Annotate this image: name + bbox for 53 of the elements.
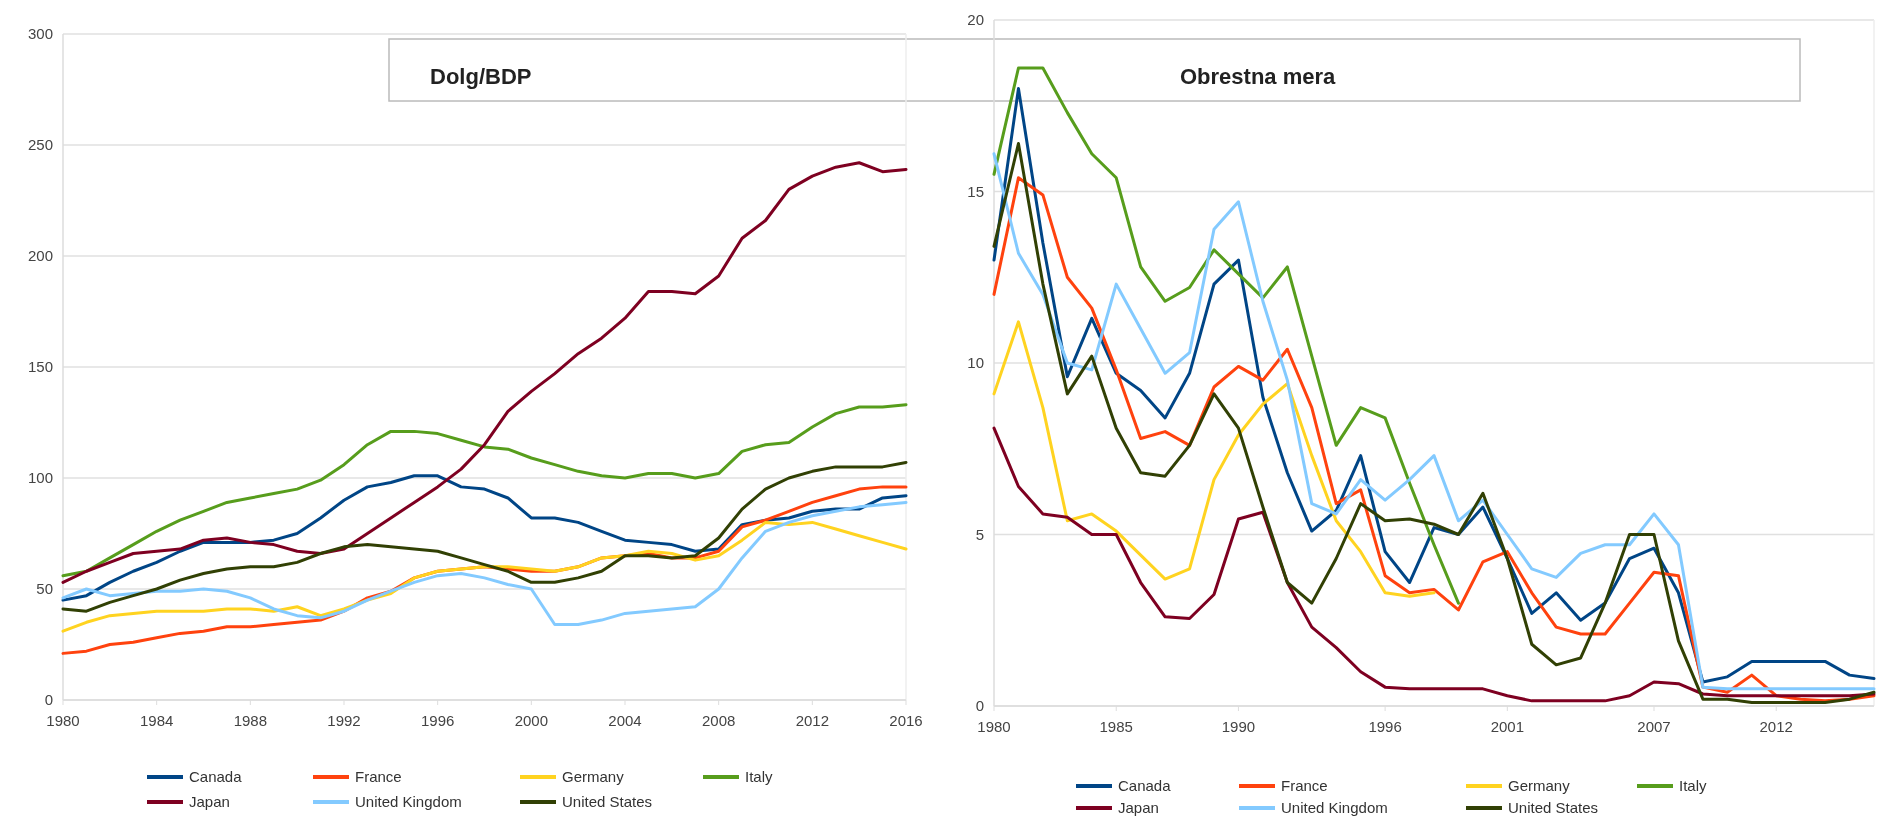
legend-label: Canada	[189, 768, 243, 786]
y-tick-label: 250	[27, 136, 53, 154]
line-series	[992, 426, 1876, 703]
y-tick-label: 20	[967, 11, 984, 29]
x-tick-label: 2012	[1759, 718, 1793, 735]
legend-label: Japan	[1118, 799, 1159, 817]
x-tick-label: 1980	[46, 712, 80, 729]
x-tick-label: 1990	[1221, 718, 1256, 735]
y-tick-label: 300	[27, 25, 53, 43]
y-tick-label: 10	[967, 354, 984, 372]
x-tick-label: 2007	[1637, 718, 1671, 735]
x-tick-label: 2004	[608, 712, 642, 729]
line-series	[61, 403, 908, 578]
x-tick-label: 2012	[795, 712, 830, 729]
text: Obrestna mera	[1180, 64, 1337, 89]
legend-label: Germany	[1508, 777, 1571, 795]
legend-label: United States	[1508, 799, 1599, 817]
x-tick-label: 1996	[1368, 718, 1402, 735]
x-tick-label: 1988	[233, 712, 268, 729]
legend-label: United States	[562, 793, 653, 811]
x-tick-label: 2000	[514, 712, 549, 729]
legend-label: Italy	[745, 768, 774, 786]
x-tick-label: 2016	[889, 712, 923, 729]
legend-label: France	[355, 768, 402, 786]
legend-label: Italy	[1679, 777, 1708, 795]
text: Dolg/BDP	[430, 64, 532, 89]
line-series	[61, 460, 908, 613]
legend-label: United Kingdom	[355, 793, 462, 811]
x-tick-label: 1984	[139, 712, 174, 729]
line-series	[992, 66, 1460, 605]
legend-label: Canada	[1118, 777, 1172, 795]
x-tick-label: 1985	[1099, 718, 1133, 735]
x-tick-label: 1996	[420, 712, 455, 729]
legend-label: France	[1281, 777, 1328, 795]
legend-label: United Kingdom	[1281, 799, 1388, 817]
y-tick-label: 5	[975, 525, 984, 543]
y-tick-label: 150	[27, 358, 53, 376]
y-tick-label: 15	[967, 182, 984, 200]
line-series	[61, 520, 908, 633]
y-tick-label: 50	[36, 580, 53, 598]
x-tick-label: 2008	[701, 712, 736, 729]
y-tick-label: 0	[975, 697, 984, 715]
x-tick-label: 1992	[327, 712, 361, 729]
y-tick-label: 100	[27, 469, 53, 487]
x-tick-label: 1980	[977, 718, 1011, 735]
line-series	[992, 320, 1436, 598]
legend-label: Japan	[189, 793, 230, 811]
y-tick-label: 200	[27, 247, 53, 265]
y-tick-label: 0	[44, 691, 53, 709]
line-series	[61, 500, 908, 627]
x-tick-label: 2001	[1490, 718, 1525, 735]
legend-label: Germany	[562, 768, 625, 786]
line-series	[61, 161, 908, 584]
